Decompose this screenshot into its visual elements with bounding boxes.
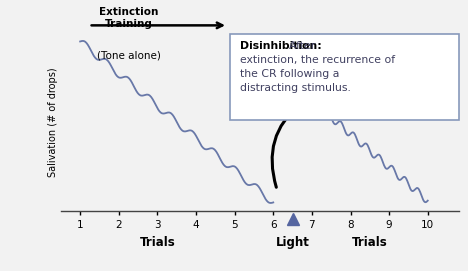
Text: Trials: Trials	[139, 236, 176, 249]
Text: Trials: Trials	[352, 236, 388, 249]
Text: Light: Light	[276, 236, 309, 249]
Y-axis label: Salivation (# of drops): Salivation (# of drops)	[48, 67, 58, 177]
FancyBboxPatch shape	[230, 34, 459, 120]
Text: Disinhibition:: Disinhibition:	[240, 41, 322, 51]
Text: After
extinction, the recurrence of
the CR following a
distracting stimulus.: After extinction, the recurrence of the …	[240, 41, 395, 93]
Text: (Tone alone): (Tone alone)	[96, 50, 161, 60]
Text: Extinction
Training: Extinction Training	[99, 7, 158, 29]
